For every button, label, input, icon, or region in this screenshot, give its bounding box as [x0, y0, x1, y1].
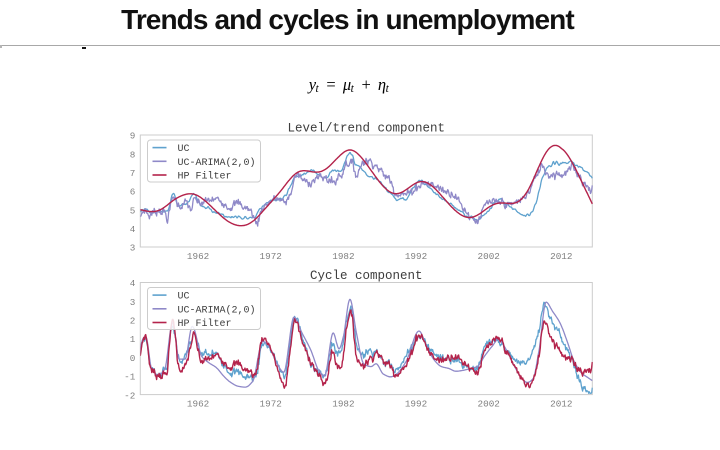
- svg-text:8: 8: [130, 149, 136, 160]
- svg-text:2: 2: [130, 316, 136, 327]
- svg-text:9: 9: [130, 131, 136, 142]
- svg-text:1982: 1982: [332, 251, 354, 262]
- svg-text:2012: 2012: [550, 399, 572, 410]
- svg-text:1992: 1992: [405, 399, 427, 410]
- svg-text:3: 3: [130, 243, 136, 254]
- svg-text:1: 1: [130, 334, 136, 345]
- svg-text:1972: 1972: [260, 399, 282, 410]
- svg-text:7: 7: [130, 168, 136, 179]
- svg-text:3: 3: [130, 297, 136, 308]
- svg-text:HP Filter: HP Filter: [178, 171, 232, 183]
- svg-text:1962: 1962: [187, 399, 209, 410]
- svg-text:2002: 2002: [478, 399, 500, 410]
- svg-text:4: 4: [130, 224, 136, 235]
- svg-text:HP Filter: HP Filter: [178, 318, 232, 330]
- svg-text:1992: 1992: [405, 251, 427, 262]
- svg-text:5: 5: [130, 205, 136, 216]
- svg-text:-2: -2: [124, 390, 135, 401]
- svg-text:Cycle component: Cycle component: [310, 269, 423, 283]
- svg-text:1962: 1962: [187, 251, 209, 262]
- svg-text:6: 6: [130, 187, 136, 198]
- svg-text:UC-ARIMA(2,0): UC-ARIMA(2,0): [178, 304, 256, 316]
- svg-text:0: 0: [130, 353, 136, 364]
- svg-text:1972: 1972: [260, 251, 282, 262]
- svg-text:Level/trend component: Level/trend component: [288, 122, 446, 136]
- svg-text:2002: 2002: [478, 251, 500, 262]
- svg-text:UC-ARIMA(2,0): UC-ARIMA(2,0): [178, 157, 256, 169]
- svg-text:1982: 1982: [332, 399, 354, 410]
- svg-text:2012: 2012: [550, 251, 572, 262]
- svg-text:-1: -1: [124, 372, 136, 383]
- svg-text:UC: UC: [178, 144, 190, 155]
- svg-text:UC: UC: [178, 292, 190, 303]
- svg-text:4: 4: [130, 278, 136, 289]
